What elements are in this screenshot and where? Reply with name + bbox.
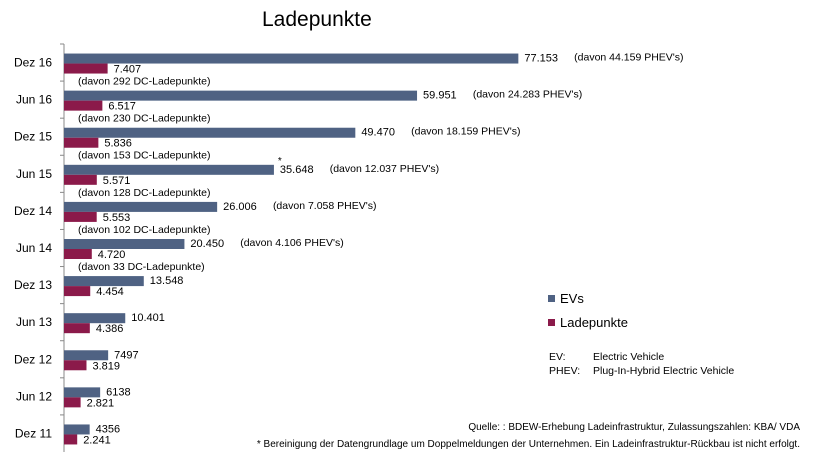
category-label: Dez 12 bbox=[14, 352, 52, 366]
annotation-dc: (davon 33 DC-Ladepunkte) bbox=[78, 261, 205, 273]
bar-evs bbox=[64, 424, 90, 435]
data-label-ladepunkte: 4.720 bbox=[98, 249, 126, 261]
data-label-evs: 4356 bbox=[96, 423, 120, 435]
data-label-ladepunkte: 5.836 bbox=[104, 138, 132, 150]
legend-item-ladepunkte: Ladepunkte bbox=[548, 310, 628, 334]
data-label-ladepunkte: 4.454 bbox=[96, 286, 124, 298]
bar-ladepunkte bbox=[64, 434, 78, 445]
category-label: Dez 13 bbox=[14, 278, 52, 292]
abbr-key: EV: bbox=[549, 351, 566, 363]
bar-evs bbox=[64, 127, 356, 138]
asterisk-marker: * bbox=[278, 156, 282, 167]
bar-evs bbox=[64, 276, 144, 287]
data-label-ladepunkte: 7.407 bbox=[114, 64, 142, 76]
abbr-row-ev: EV: Electric Vehicle bbox=[549, 350, 734, 364]
legend-label-ladepunkte: Ladepunkte bbox=[560, 314, 628, 330]
data-label-evs: 6138 bbox=[106, 386, 130, 398]
data-label-evs: 59.951 bbox=[423, 90, 457, 102]
bar-ladepunkte bbox=[64, 211, 97, 222]
annotation-phev: (davon 7.058 PHEV's) bbox=[273, 200, 377, 212]
annotation-phev: (davon 12.037 PHEV's) bbox=[330, 163, 439, 175]
bar-ladepunkte bbox=[64, 249, 92, 259]
category-label: Jun 16 bbox=[16, 93, 52, 107]
source-note: Quelle: : BDEW-Erhebung Ladeinfrastruktu… bbox=[468, 422, 800, 433]
abbr-value: Plug-In-Hybrid Electric Vehicle bbox=[593, 365, 735, 377]
bar-ladepunkte bbox=[64, 174, 97, 185]
annotation-phev: (davon 4.106 PHEV's) bbox=[240, 237, 344, 249]
legend-swatch-evs bbox=[548, 294, 555, 302]
bar-evs bbox=[64, 201, 218, 212]
data-label-evs: 49.470 bbox=[361, 127, 395, 139]
annotation-phev: (davon 24.283 PHEV's) bbox=[473, 89, 582, 101]
bar-evs bbox=[64, 53, 519, 64]
annotation-dc: (davon 128 DC-Ladepunkte) bbox=[78, 187, 211, 199]
bar-evs bbox=[64, 90, 418, 101]
bar-evs bbox=[64, 164, 274, 175]
category-label: Jun 15 bbox=[16, 167, 52, 181]
annotation-dc: (davon 102 DC-Ladepunkte) bbox=[78, 224, 211, 236]
data-label-ladepunkte: 5.553 bbox=[103, 212, 131, 224]
bar-ladepunkte bbox=[64, 360, 87, 371]
bar-ladepunkte bbox=[64, 63, 108, 74]
annotation-phev: (davon 18.159 PHEV's) bbox=[411, 126, 520, 138]
category-label: Dez 14 bbox=[14, 204, 52, 218]
data-label-ladepunkte: 6.517 bbox=[108, 101, 136, 113]
category-label: Jun 13 bbox=[16, 315, 52, 329]
abbr-key: PHEV: bbox=[549, 365, 581, 377]
bar-evs bbox=[64, 350, 109, 361]
bar-ladepunkte bbox=[64, 137, 99, 148]
legend: EVs Ladepunkte bbox=[548, 286, 628, 334]
bar-ladepunkte bbox=[64, 286, 91, 297]
legend-label-evs: EVs bbox=[560, 290, 584, 306]
bar-ladepunkte bbox=[64, 100, 103, 111]
data-label-evs: 7497 bbox=[114, 349, 138, 361]
footnote: * Bereinigung der Datengrundlage um Dopp… bbox=[256, 439, 800, 450]
data-label-evs: 20.450 bbox=[190, 238, 224, 250]
legend-item-evs: EVs bbox=[548, 286, 628, 310]
category-label: Jun 14 bbox=[16, 241, 52, 255]
annotation-dc: (davon 153 DC-Ladepunkte) bbox=[78, 150, 211, 162]
bar-evs bbox=[64, 239, 185, 249]
bar-ladepunkte bbox=[64, 323, 90, 334]
bar-evs bbox=[64, 313, 126, 324]
category-label: Dez 15 bbox=[14, 130, 52, 144]
abbr-value: Electric Vehicle bbox=[593, 351, 665, 363]
data-label-evs: 13.548 bbox=[150, 275, 184, 287]
abbr-row-phev: PHEV: Plug-In-Hybrid Electric Vehicle bbox=[549, 364, 734, 378]
data-label-evs: 10.401 bbox=[131, 312, 165, 324]
data-label-evs: 35.648 bbox=[280, 164, 314, 176]
data-label-ladepunkte: 2.821 bbox=[87, 397, 115, 409]
bar-ladepunkte bbox=[64, 397, 81, 408]
category-label: Dez 11 bbox=[15, 426, 52, 440]
category-label: Jun 12 bbox=[16, 389, 52, 403]
abbreviations: EV: Electric Vehicle PHEV: Plug-In-Hybri… bbox=[549, 350, 734, 378]
data-label-ladepunkte: 3.819 bbox=[92, 360, 120, 372]
annotation-dc: (davon 230 DC-Ladepunkte) bbox=[78, 113, 211, 125]
annotation-dc: (davon 292 DC-Ladepunkte) bbox=[78, 76, 211, 88]
data-label-ladepunkte: 4.386 bbox=[96, 323, 124, 335]
chart-title: Ladepunkte bbox=[262, 8, 372, 31]
annotation-phev: (davon 44.159 PHEV's) bbox=[574, 52, 683, 64]
data-label-ladepunkte: 5.571 bbox=[103, 175, 131, 187]
legend-swatch-ladepunkte bbox=[548, 318, 555, 326]
data-label-evs: 26.006 bbox=[223, 201, 257, 213]
category-label: Dez 16 bbox=[14, 56, 52, 70]
data-label-evs: 77.153 bbox=[524, 53, 558, 65]
bar-evs bbox=[64, 387, 101, 398]
data-label-ladepunkte: 2.241 bbox=[83, 434, 111, 446]
